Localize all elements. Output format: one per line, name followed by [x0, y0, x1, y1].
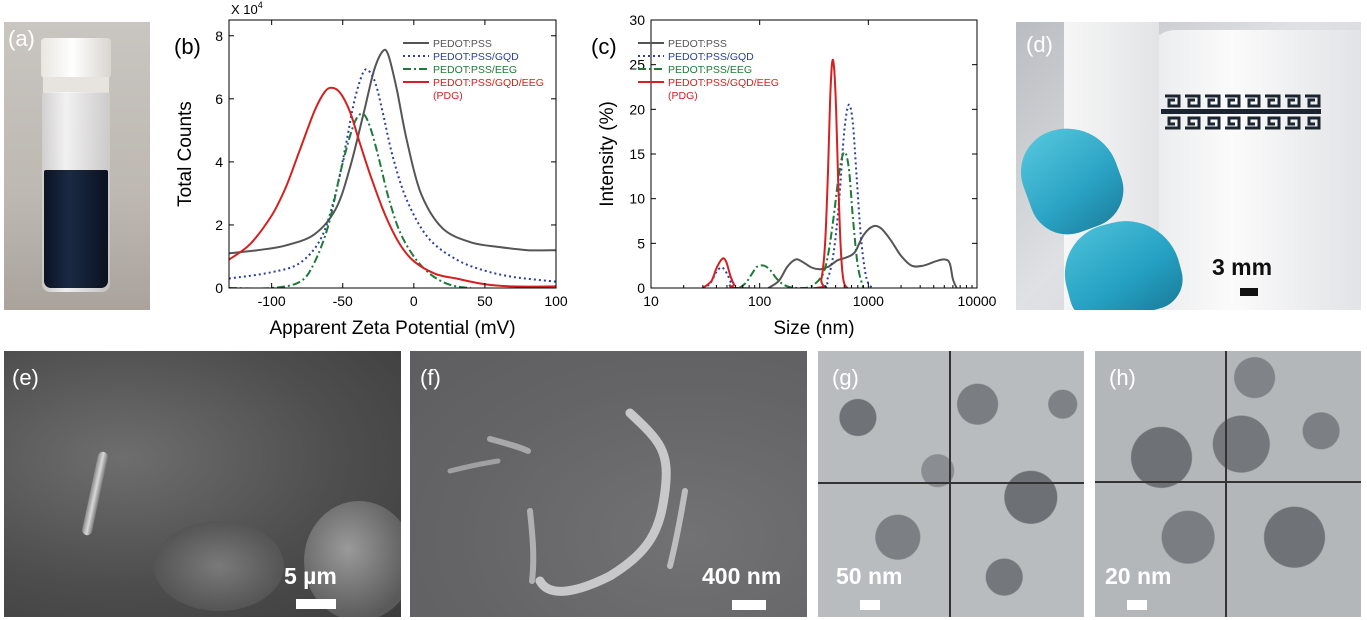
x-axis-label: Size (nm) [773, 318, 854, 339]
y-tick-label: 20 [629, 101, 645, 117]
paper-roll [1146, 30, 1361, 310]
scale-label-d: 3 mm [1212, 254, 1273, 280]
y-axis-label: Total Counts [175, 101, 196, 207]
y-tick-label: 5 [637, 235, 645, 251]
x-tick-label: 10 [643, 293, 659, 309]
axis-multiplier-exponent: 4 [258, 0, 263, 10]
x-tick-label: 0 [410, 293, 418, 309]
series-line-3 [229, 112, 471, 288]
series-line-1 [229, 48, 556, 255]
panel-b-zeta-chart: -100 -50 0 50 100 0 2 4 6 8 Apparent Zeta Potentia… [160, 0, 580, 345]
y-tick-label: 15 [629, 146, 645, 162]
panel-label-a: (a) [8, 26, 35, 51]
y-tick-label: 10 [629, 191, 645, 207]
scale-bar-e [296, 599, 336, 609]
tem-particles-zoom [1095, 351, 1361, 617]
panel-label-e: (e) [12, 365, 39, 390]
series-line-4 [702, 58, 849, 288]
size-distribution-chart: 10 100 1000 10000 0 5 10 15 20 25 30 Size (nm) Inten… [597, 12, 997, 339]
series-line-2 [702, 103, 874, 288]
sem-feature-ridge [81, 450, 109, 537]
y-axis-label: Intensity (%) [597, 101, 618, 207]
panel-h-tem-image: (h) 20 nm [1095, 351, 1361, 617]
legend-label-5: (PDG) [433, 90, 463, 102]
y-tick-label: 25 [629, 57, 645, 73]
x-tick-label: -100 [258, 293, 286, 309]
tem-grid-line-vertical [949, 351, 951, 617]
y-tick-label: 6 [215, 91, 223, 107]
panel-a-vial-photo: (a) [4, 22, 150, 310]
x-axis-label: Apparent Zeta Potential (mV) [269, 318, 515, 339]
series-line-4 [229, 86, 556, 288]
sem-feature-blob [154, 521, 284, 611]
scale-label-g: 50 nm [836, 563, 903, 589]
legend-label-4: PEDOT:PSS/GQD/EEG [433, 77, 544, 89]
y-tick-label: 0 [215, 280, 223, 296]
sem-feature-blob-right [304, 501, 401, 617]
scale-bar-h [1127, 600, 1147, 610]
scale-label-h: 20 nm [1105, 563, 1172, 589]
vial-liquid [44, 170, 108, 288]
legend-label-3: PEDOT:PSS/EEG [668, 64, 752, 76]
x-tick-label: 100 [748, 293, 772, 309]
legend-label-2: PEDOT:PSS/GQD [433, 51, 519, 63]
scale-bar-g [860, 600, 880, 610]
panel-label-h: (h) [1109, 365, 1136, 390]
sem-fiber-strands [447, 408, 688, 596]
panel-c-size-chart: 10 100 1000 10000 0 5 10 15 20 25 30 Size (nm) Inten… [585, 0, 1005, 345]
printed-interdigitated-pattern [1161, 94, 1321, 130]
panel-label-g: (g) [832, 365, 859, 390]
vial-cap [41, 38, 111, 78]
tem-grid-line-horizontal [818, 482, 1084, 484]
x-tick-label: 1000 [853, 293, 884, 309]
zeta-potential-chart: -100 -50 0 50 100 0 2 4 6 8 Apparent Zeta Potentia… [175, 0, 568, 339]
panel-g-tem-image: (g) 50 nm [818, 351, 1084, 617]
series-line-2 [229, 68, 556, 283]
panel-label-f: (f) [420, 365, 441, 390]
y-tick-label: 8 [215, 28, 223, 44]
axis-multiplier: X 104 [231, 0, 263, 17]
y-tick-label: 4 [215, 154, 223, 170]
y-tick-label: 0 [637, 280, 645, 296]
x-tick-label: 100 [544, 293, 568, 309]
tem-particles [818, 351, 1084, 617]
legend-label-2: PEDOT:PSS/GQD [668, 51, 754, 63]
legend-label-4: PEDOT:PSS/GQD/EEG [668, 77, 779, 89]
legend-label-1: PEDOT:PSS [433, 38, 492, 50]
scale-label-f: 400 nm [702, 563, 782, 589]
panel-e-sem-image: (e) 5 µm [4, 351, 401, 617]
series-line-1 [767, 224, 958, 288]
tem-grid-line-vertical [1225, 351, 1227, 617]
series-line-3 [738, 151, 865, 288]
scale-label-e: 5 µm [284, 563, 337, 589]
y-tick-label: 2 [215, 217, 223, 233]
scale-bar-f [732, 600, 766, 610]
x-tick-label: 50 [477, 293, 493, 309]
legend-label-3: PEDOT:PSS/EEG [433, 64, 517, 76]
panel-f-sem-image: (f) 400 nm [410, 351, 807, 617]
x-tick-label: -50 [333, 293, 353, 309]
legend-label-5: (PDG) [668, 90, 698, 102]
tem-grid-line-horizontal [1095, 481, 1361, 483]
legend-label-1: PEDOT:PSS [668, 38, 727, 50]
scale-bar-d [1240, 288, 1258, 296]
vial-neck [43, 77, 109, 93]
panel-label-b: (b) [174, 34, 201, 59]
panel-label-c: (c) [591, 34, 617, 59]
y-tick-label: 30 [629, 12, 645, 28]
x-tick-label: 10000 [958, 293, 997, 309]
plot-frame [228, 19, 557, 289]
panel-d-flexible-photo: 3 mm (d) [1016, 22, 1361, 310]
panel-label-d: (d) [1026, 32, 1053, 57]
